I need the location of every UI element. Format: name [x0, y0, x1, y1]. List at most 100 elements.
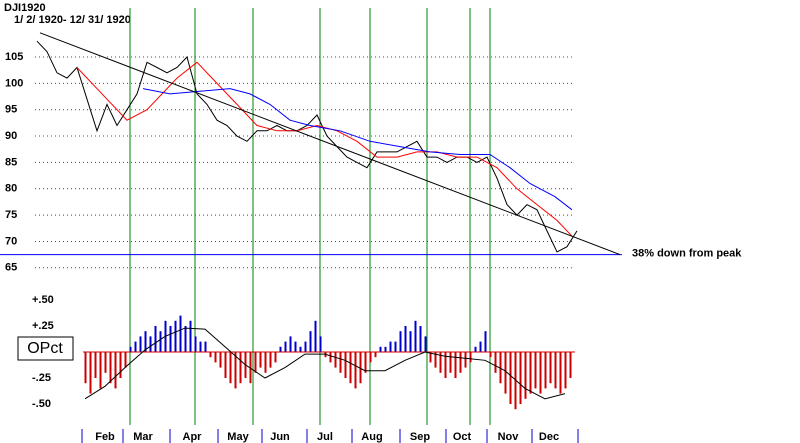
- bar: [484, 331, 487, 352]
- bar: [224, 352, 227, 378]
- line: [84, 327, 566, 400]
- bar: [564, 352, 567, 389]
- bar: [329, 352, 332, 363]
- bar: [549, 352, 552, 384]
- bar: [299, 346, 302, 352]
- bar: [169, 326, 172, 352]
- x-tick-label: Nov: [498, 431, 520, 443]
- bar: [159, 331, 162, 352]
- bar: [414, 320, 417, 352]
- y-tick-label: 75: [5, 209, 17, 221]
- annotation: 38% down from peak: [632, 248, 742, 260]
- bar: [239, 352, 242, 384]
- line: [142, 88, 573, 211]
- bar: [134, 341, 137, 352]
- bar: [459, 352, 462, 373]
- x-tick-label: Dec: [539, 431, 559, 443]
- line: [39, 32, 621, 256]
- bar: [349, 352, 352, 384]
- bar: [374, 352, 377, 358]
- bar: [99, 352, 102, 389]
- bar: [124, 352, 127, 368]
- bar: [259, 352, 262, 368]
- opct-box: [17, 336, 74, 361]
- x-tick-label: Apr: [183, 431, 203, 443]
- bar: [544, 352, 547, 389]
- bar: [449, 352, 452, 373]
- bar: [344, 352, 347, 378]
- bar: [139, 336, 142, 352]
- x-tick-label: Mar: [133, 431, 153, 443]
- bar: [424, 336, 427, 352]
- bar: [569, 352, 572, 378]
- line: [36, 40, 578, 253]
- panel-label: OPct: [27, 340, 63, 357]
- bar: [294, 341, 297, 352]
- bar: [84, 352, 87, 384]
- x-tick-label: Jul: [317, 431, 333, 443]
- bar: [534, 352, 537, 389]
- bar: [499, 352, 502, 384]
- x-tick-label: Oct: [453, 431, 472, 443]
- bar: [394, 341, 397, 352]
- bar: [479, 341, 482, 352]
- bar: [274, 352, 277, 363]
- bar: [439, 352, 442, 373]
- bar: [279, 346, 282, 352]
- bar: [454, 352, 457, 378]
- bar: [304, 341, 307, 352]
- y-tick-label: +.50: [32, 294, 54, 306]
- x-tick-label: Aug: [361, 431, 382, 443]
- bar: [559, 352, 562, 394]
- y-tick-label: -.50: [32, 398, 51, 410]
- bar: [429, 352, 432, 363]
- bar: [254, 352, 257, 373]
- bar: [229, 352, 232, 384]
- bar: [379, 346, 382, 352]
- bar: [129, 346, 132, 352]
- bar: [119, 352, 122, 378]
- bar: [269, 352, 272, 368]
- bar: [384, 346, 387, 352]
- bar: [359, 352, 362, 384]
- y-tick-label: 95: [5, 104, 17, 116]
- bar: [209, 352, 212, 358]
- chart-subtitle: 1/ 2/ 1920- 12/ 31/ 1920: [14, 14, 131, 26]
- bar: [214, 352, 217, 363]
- bar: [354, 352, 357, 389]
- bar: [89, 352, 92, 394]
- bar: [114, 352, 117, 389]
- y-tick-label: 90: [5, 130, 17, 142]
- line: [76, 61, 573, 237]
- bar: [179, 315, 182, 352]
- bar: [399, 331, 402, 352]
- bar: [554, 352, 557, 389]
- bar: [509, 352, 512, 404]
- bar: [104, 352, 107, 373]
- x-tick-label: Jun: [270, 431, 290, 443]
- bar: [409, 331, 412, 352]
- bar: [314, 320, 317, 352]
- bar: [174, 320, 177, 352]
- y-tick-label: 100: [5, 77, 23, 89]
- bar: [519, 352, 522, 404]
- bar: [469, 352, 472, 363]
- bar: [539, 352, 542, 394]
- bar: [189, 320, 192, 352]
- bar: [474, 346, 477, 352]
- bar: [319, 336, 322, 352]
- bar: [249, 352, 252, 384]
- bar: [334, 352, 337, 368]
- bar: [524, 352, 527, 399]
- bar: [309, 331, 312, 352]
- y-tick-label: 65: [5, 262, 17, 274]
- bar: [219, 352, 222, 368]
- bar: [289, 336, 292, 352]
- bar: [444, 352, 447, 378]
- y-tick-label: 80: [5, 183, 17, 195]
- bar: [204, 341, 207, 352]
- x-tick-label: Feb: [95, 431, 115, 443]
- bar: [404, 326, 407, 352]
